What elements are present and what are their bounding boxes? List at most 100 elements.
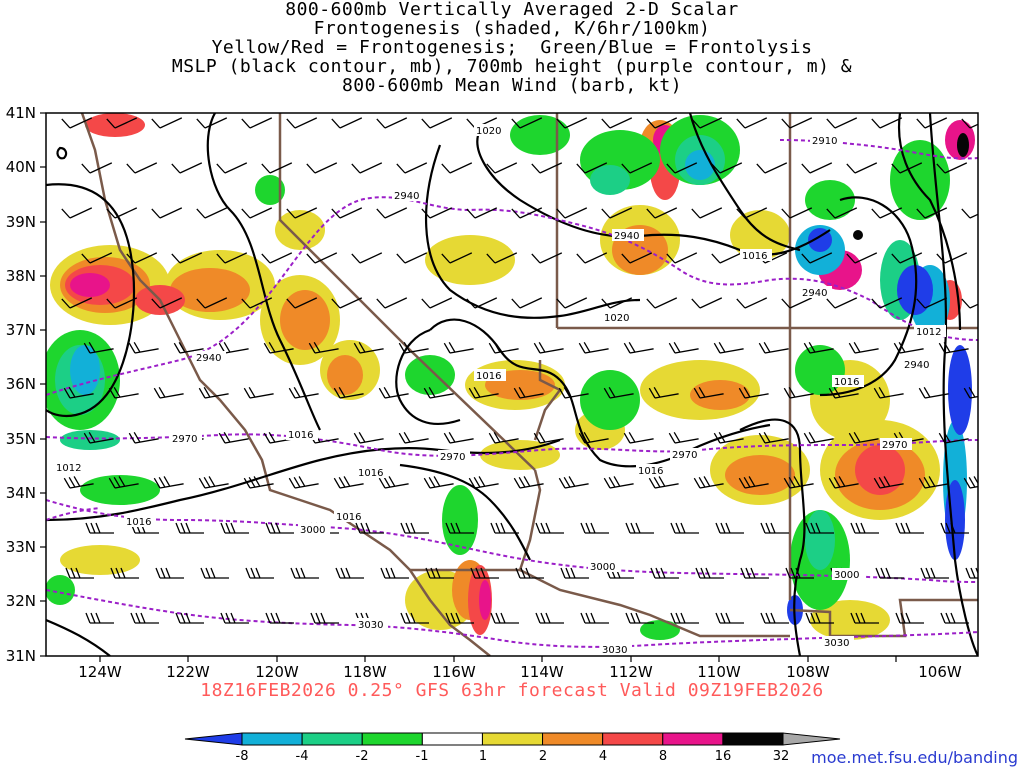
wind-barb xyxy=(85,612,114,624)
wind-barb xyxy=(421,207,453,219)
latitude-labels: 41N 40N 39N 38N 37N 36N 35N 34N 33N 32N … xyxy=(6,104,36,665)
wind-barb xyxy=(128,431,159,444)
wind-barb xyxy=(693,476,724,489)
wind-barb xyxy=(670,522,699,534)
wind-barb xyxy=(666,252,698,264)
colorbar-label-minus4: -4 xyxy=(296,749,309,764)
wind-barb xyxy=(486,252,518,264)
wind-barb xyxy=(668,341,699,354)
height-label-2940-a: 2940 xyxy=(394,191,419,202)
wind-barb xyxy=(916,117,948,129)
lat-label-35n: 35N xyxy=(6,430,36,448)
wind-barb xyxy=(785,567,814,579)
wind-barb xyxy=(691,297,723,309)
wind-barb xyxy=(556,297,588,309)
wind-barb xyxy=(938,341,969,354)
wind-barb xyxy=(376,207,408,219)
wind-barb xyxy=(200,567,229,579)
wind-barb xyxy=(965,567,978,579)
title-line-5: 800-600mb Mean Wind (barb, kt) xyxy=(341,75,683,96)
mslp-label-1016-g: 1016 xyxy=(126,517,151,528)
wind-barb xyxy=(961,118,978,129)
wind-barb xyxy=(423,386,454,399)
wind-barb xyxy=(421,117,453,129)
wind-barb xyxy=(891,252,923,264)
title-line-4: MSLP (black contour, mb), 700mb height (… xyxy=(171,56,853,77)
colorbar-label-2: 2 xyxy=(539,749,547,764)
wind-barb xyxy=(846,162,878,174)
wind-barb xyxy=(623,431,654,444)
colorbar-right-arrow xyxy=(782,732,841,746)
height-contours xyxy=(46,139,978,648)
wind-barb xyxy=(805,612,834,624)
wind-barb xyxy=(535,612,564,624)
wind-barb xyxy=(650,567,679,579)
wind-barb xyxy=(623,341,654,354)
lat-label-37n: 37N xyxy=(6,321,36,339)
wind-barb xyxy=(61,297,93,309)
wind-barb xyxy=(758,341,789,354)
colorbar-label-1: 1 xyxy=(479,749,487,764)
wind-barb xyxy=(355,522,384,534)
wind-barb xyxy=(711,162,743,174)
wind-barb xyxy=(263,341,294,354)
longitude-axis xyxy=(99,656,897,662)
wind-barb xyxy=(335,567,364,579)
wind-barb xyxy=(130,522,159,534)
wind-barb xyxy=(261,252,293,264)
wind-barb xyxy=(351,162,383,174)
wind-barb xyxy=(245,567,274,579)
wind-barb xyxy=(803,431,834,444)
wind-barb xyxy=(441,162,473,174)
wind-barb xyxy=(378,476,409,489)
mslp-label-1020-a: 1020 xyxy=(476,126,501,137)
wind-barb xyxy=(715,612,744,624)
wind-barb xyxy=(331,297,363,309)
title-line-3: Yellow/Red = Frontogenesis; Green/Blue =… xyxy=(211,37,813,58)
height-label-2970-c: 2970 xyxy=(672,450,697,461)
wind-barb xyxy=(488,341,519,354)
colorbar-cell xyxy=(602,732,664,746)
wind-barb xyxy=(848,341,879,354)
wind-barb xyxy=(468,386,499,399)
wind-barb xyxy=(353,431,384,444)
wind-barb xyxy=(961,208,978,219)
wind-barb xyxy=(805,522,834,534)
wind-barb xyxy=(713,431,744,444)
lat-label-39n: 39N xyxy=(6,213,36,231)
wind-barb xyxy=(891,162,923,174)
wind-barb xyxy=(940,612,969,624)
wind-barb xyxy=(290,567,319,579)
height-label-3000-c: 3000 xyxy=(834,570,859,581)
colorbar-label-minus1: -1 xyxy=(416,749,429,764)
colorbar-label-minus2: -2 xyxy=(356,749,369,764)
wind-barb xyxy=(241,297,273,309)
wind-barb xyxy=(535,522,564,534)
wind-barb xyxy=(490,522,519,534)
wind-barb xyxy=(151,297,183,309)
wind-barb xyxy=(85,522,114,534)
wind-barb xyxy=(171,162,203,174)
wind-barb xyxy=(646,117,678,129)
wind-barb xyxy=(531,162,563,174)
wind-barb xyxy=(306,162,338,174)
wind-barb xyxy=(466,207,498,219)
colorbar-label-8: 8 xyxy=(659,749,667,764)
wind-barb xyxy=(875,567,904,579)
colorbar-cell xyxy=(662,732,724,746)
wind-barb xyxy=(691,207,723,219)
wind-barb xyxy=(423,476,454,489)
colorbar-labels: -8 -4 -2 -1 1 2 4 8 16 32 xyxy=(236,749,790,764)
mslp-label-1012-a: 1012 xyxy=(916,327,941,338)
wind-barb xyxy=(963,476,978,489)
wind-barb xyxy=(848,431,879,444)
wind-barb xyxy=(331,117,363,129)
wind-barb xyxy=(736,207,768,219)
wind-barb xyxy=(916,297,948,309)
wind-barb xyxy=(646,297,678,309)
lon-label-114w: 114W xyxy=(520,663,564,681)
wind-barb xyxy=(421,297,453,309)
wind-barb xyxy=(61,117,93,129)
source-link[interactable]: moe.met.fsu.edu/banding xyxy=(811,748,1018,767)
